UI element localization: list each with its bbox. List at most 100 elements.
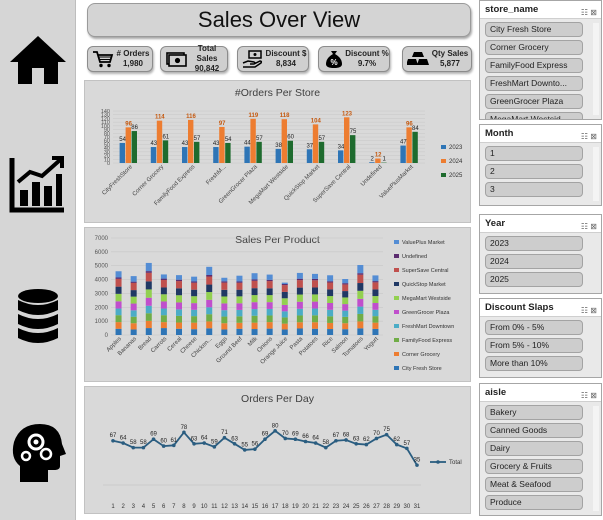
- x-tick-label: 8: [182, 504, 186, 510]
- data-label: 57: [318, 136, 325, 142]
- stacked-bar-segment: [206, 284, 213, 293]
- slicer-item[interactable]: 2025: [485, 272, 583, 287]
- slicer-item[interactable]: Dairy: [485, 441, 583, 456]
- y-tick-label: 100: [101, 124, 110, 130]
- slicer-scrollbar[interactable]: [593, 406, 599, 511]
- stacked-bar-segment: [176, 281, 182, 289]
- multi-select-filter-icon[interactable]: ☷ ⊠: [580, 391, 597, 400]
- slicer-discount-slaps[interactable]: Discount Slaps ☷ ⊠ From 0% - 5% From 5% -…: [479, 298, 602, 378]
- slicer-item[interactable]: MegaMart Westsid...: [485, 112, 583, 119]
- database-icon[interactable]: [6, 284, 70, 348]
- slicer-item[interactable]: More than 10%: [485, 356, 583, 371]
- slicer-item[interactable]: Bakery: [485, 405, 583, 420]
- stacked-bar-segment: [312, 294, 318, 302]
- data-label: 54: [119, 137, 126, 143]
- stacked-bar-segment: [221, 303, 228, 311]
- data-label: 96: [125, 121, 132, 127]
- stacked-bar-segment: [145, 281, 152, 290]
- orders-per-store-chart: 0102030405060708090100110120130140549686…: [101, 109, 463, 207]
- stacked-bar-segment: [130, 329, 137, 335]
- x-tick-label: 7: [172, 504, 176, 510]
- orders-per-store-panel: #Orders Per Store 0 10 20 30 40 50 60 70 80 90 100…: [84, 80, 471, 223]
- slicer-item[interactable]: 2: [485, 164, 583, 179]
- multi-select-filter-icon[interactable]: ☷ ⊠: [580, 306, 597, 315]
- x-tick-label: Yogurt: [363, 336, 380, 353]
- stacked-bar-segment: [251, 322, 258, 330]
- stacked-bar-segment: [281, 284, 288, 286]
- slicer-item[interactable]: GreenGrocer Plaza: [485, 94, 583, 109]
- x-tick-label: 12: [221, 504, 228, 510]
- slicer-item[interactable]: From 0% - 5%: [485, 320, 583, 335]
- slicer-scrollbar[interactable]: [593, 147, 599, 201]
- data-point: [121, 441, 125, 445]
- y-tick-label: 70: [104, 135, 110, 141]
- legend-swatch: [441, 173, 446, 177]
- slicer-item[interactable]: 2023: [485, 236, 583, 251]
- slicer-item[interactable]: FreshMart Downto...: [485, 76, 583, 91]
- kpi-qty-sales-value: 5,877: [439, 59, 461, 68]
- slicer-month-title: Month: [485, 128, 514, 139]
- kpi-qty-sales-label: Qty Sales: [431, 49, 469, 58]
- stacked-bar-segment: [191, 276, 198, 282]
- x-tick-label: 27: [373, 504, 380, 510]
- x-tick-label: 29: [393, 504, 400, 510]
- bar: [400, 145, 406, 163]
- stacked-bar-segment: [221, 310, 228, 317]
- slicer-item[interactable]: Canned Goods: [485, 423, 583, 438]
- stacked-bar-segment: [342, 316, 349, 324]
- slicer-item[interactable]: FamilyFood Express: [485, 58, 583, 73]
- stacked-bar-segment: [236, 309, 243, 317]
- stacked-bar-segment: [145, 297, 152, 306]
- data-point: [192, 442, 196, 446]
- multi-select-filter-icon[interactable]: ☷ ⊠: [580, 222, 597, 231]
- percent-bag-icon: %: [326, 51, 342, 68]
- slicer-item[interactable]: Produce: [485, 495, 583, 510]
- data-point: [364, 442, 369, 447]
- slicer-item[interactable]: Corner Grocery: [485, 40, 583, 55]
- slicer-year[interactable]: Year ☷ ⊠ 2023 2024 2025: [479, 214, 602, 294]
- data-label: 60: [287, 135, 294, 141]
- data-label: 62: [363, 437, 370, 443]
- slicer-month[interactable]: Month ☷ ⊠ 1 2 3: [479, 124, 602, 206]
- stacked-bar-segment: [281, 323, 288, 330]
- slicer-item[interactable]: Grocery & Fruits: [485, 459, 583, 474]
- slicer-item[interactable]: City Fresh Store: [485, 22, 583, 37]
- stacked-bar-segment: [145, 313, 152, 321]
- analytics-icon[interactable]: [6, 152, 70, 216]
- bar: [412, 131, 418, 163]
- stacked-bar-segment: [115, 277, 122, 279]
- data-point: [202, 441, 206, 445]
- multi-select-filter-icon[interactable]: ☷ ⊠: [580, 132, 597, 141]
- stacked-bar-segment: [176, 288, 182, 296]
- slicer-item[interactable]: From 5% - 10%: [485, 338, 583, 353]
- data-label: 116: [186, 114, 196, 120]
- slicer-item[interactable]: 1: [485, 146, 583, 161]
- slicer-store-name[interactable]: store_name ☷ ⊠ City Fresh Store Corner Gr…: [479, 0, 602, 120]
- slicer-scrollbar[interactable]: [593, 23, 599, 115]
- stacked-bar-segment: [327, 302, 334, 310]
- stacked-bar-segment: [145, 328, 152, 335]
- data-point: [283, 436, 288, 441]
- slicer-item[interactable]: 2024: [485, 254, 583, 269]
- stacked-bar-segment: [312, 328, 318, 335]
- x-tick-label: Rice: [322, 336, 335, 349]
- home-icon[interactable]: [6, 28, 70, 92]
- data-label: 86: [131, 125, 138, 131]
- multi-select-filter-icon[interactable]: ☷ ⊠: [580, 8, 597, 17]
- stacked-bar-segment: [312, 315, 318, 323]
- bar: [244, 146, 250, 163]
- bar: [287, 140, 293, 163]
- slicer-item[interactable]: Meat & Seafood: [485, 477, 583, 492]
- stacked-bar-segment: [296, 272, 303, 279]
- stacked-bar-segment: [296, 294, 303, 302]
- bar: [188, 119, 194, 163]
- legend-label: FamilyFood Express: [402, 338, 452, 344]
- slicer-item[interactable]: 3: [485, 182, 583, 197]
- ai-brain-icon[interactable]: [6, 420, 70, 484]
- stacked-bar-segment: [236, 275, 243, 282]
- stacked-bar-segment: [221, 316, 228, 324]
- y-tick-label: 110: [101, 120, 110, 126]
- stacked-bar-segment: [327, 289, 334, 297]
- slicer-aisle[interactable]: aisle ☷ ⊠ Bakery Canned Goods Dairy Groce…: [479, 383, 602, 516]
- data-label: 71: [221, 430, 228, 436]
